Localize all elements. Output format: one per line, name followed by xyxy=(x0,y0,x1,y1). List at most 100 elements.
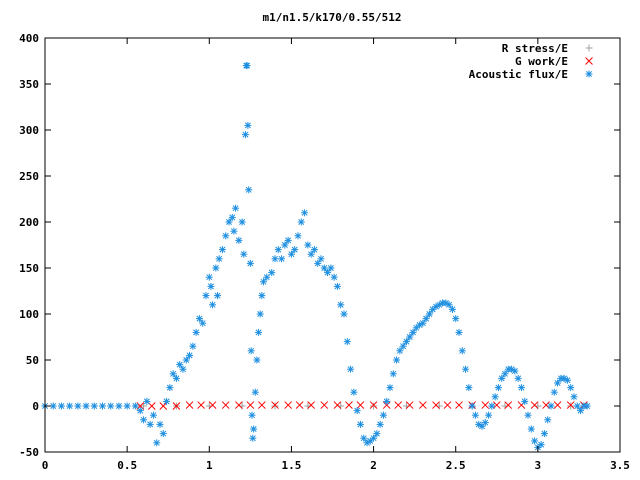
data-point xyxy=(501,370,509,378)
data-point xyxy=(455,328,463,336)
x-tick-label: 3.5 xyxy=(610,459,630,472)
data-point xyxy=(228,213,236,221)
chart-title: m1/n1.5/k170/0.55/512 xyxy=(262,11,401,24)
data-point xyxy=(99,402,106,410)
data-point xyxy=(405,401,414,409)
data-point xyxy=(185,401,194,409)
data-point xyxy=(583,402,591,410)
data-point xyxy=(163,397,171,405)
data-point xyxy=(244,121,252,129)
data-point xyxy=(140,402,148,410)
y-tick-label: 200 xyxy=(19,216,39,229)
x-tick-label: 0 xyxy=(42,459,49,472)
data-point xyxy=(209,301,217,309)
data-point xyxy=(153,439,161,447)
data-point xyxy=(186,351,194,359)
data-point xyxy=(337,301,345,309)
data-point xyxy=(197,401,205,409)
data-point xyxy=(383,397,391,405)
data-point xyxy=(347,365,355,373)
data-point xyxy=(205,273,213,281)
data-point xyxy=(136,407,144,415)
y-tick-label: 150 xyxy=(19,262,39,275)
data-point xyxy=(215,255,223,263)
legend-marker xyxy=(585,70,593,78)
data-point xyxy=(166,384,174,392)
data-point xyxy=(462,365,470,373)
data-point xyxy=(491,393,499,401)
data-point xyxy=(320,401,329,409)
data-point xyxy=(566,401,575,409)
data-point xyxy=(301,209,309,217)
data-point xyxy=(107,402,115,410)
data-point xyxy=(402,338,410,346)
data-point xyxy=(82,402,90,410)
data-point xyxy=(517,384,525,392)
data-point xyxy=(524,411,532,419)
y-tick-label: 400 xyxy=(19,32,39,45)
data-point xyxy=(542,401,550,409)
data-point xyxy=(295,401,304,409)
data-point xyxy=(468,402,476,410)
data-point xyxy=(287,250,295,258)
data-point xyxy=(389,370,397,378)
data-point xyxy=(485,411,493,419)
data-point xyxy=(247,347,255,355)
data-point xyxy=(492,401,501,409)
data-point xyxy=(443,401,452,409)
data-point xyxy=(271,255,279,263)
y-tick-label: 350 xyxy=(19,78,39,91)
data-point xyxy=(448,305,456,313)
data-point xyxy=(249,434,257,442)
data-point xyxy=(146,420,154,428)
data-point xyxy=(379,411,387,419)
data-point xyxy=(369,401,378,409)
data-point xyxy=(172,402,181,410)
data-point xyxy=(373,430,381,438)
data-point xyxy=(530,401,539,409)
data-point xyxy=(567,384,575,392)
data-point xyxy=(445,301,453,309)
data-point xyxy=(258,292,266,300)
data-point xyxy=(481,401,490,409)
y-tick-label: 0 xyxy=(32,400,39,413)
data-point xyxy=(169,370,177,378)
data-point xyxy=(123,402,131,410)
data-point xyxy=(304,241,312,249)
data-point xyxy=(333,282,341,290)
data-point xyxy=(143,397,151,405)
data-point xyxy=(547,402,555,410)
data-point xyxy=(324,269,332,277)
data-point xyxy=(214,292,221,300)
data-point xyxy=(278,255,286,263)
data-point xyxy=(221,401,230,409)
data-point xyxy=(567,402,575,410)
data-point xyxy=(394,401,403,409)
data-point xyxy=(243,62,251,70)
data-point xyxy=(235,401,243,409)
data-point xyxy=(314,259,322,267)
data-point xyxy=(345,401,353,409)
data-point xyxy=(218,246,226,254)
data-point xyxy=(550,388,558,396)
data-point xyxy=(422,315,430,323)
data-point xyxy=(225,218,233,226)
data-point xyxy=(317,255,325,263)
data-point xyxy=(458,347,466,355)
data-point xyxy=(419,401,427,409)
data-point xyxy=(240,250,248,258)
data-point xyxy=(504,401,513,409)
data-point xyxy=(481,419,489,427)
data-point xyxy=(356,401,365,409)
y-tick-label: 250 xyxy=(19,170,39,183)
data-point xyxy=(271,401,279,409)
data-point xyxy=(245,186,253,194)
data-point xyxy=(208,401,217,409)
data-point xyxy=(207,282,215,290)
data-point xyxy=(212,264,220,272)
data-point xyxy=(255,328,263,336)
legend-marker xyxy=(585,57,593,65)
x-tick-label: 0.5 xyxy=(117,459,137,472)
data-point xyxy=(250,425,258,433)
data-point xyxy=(189,342,197,350)
